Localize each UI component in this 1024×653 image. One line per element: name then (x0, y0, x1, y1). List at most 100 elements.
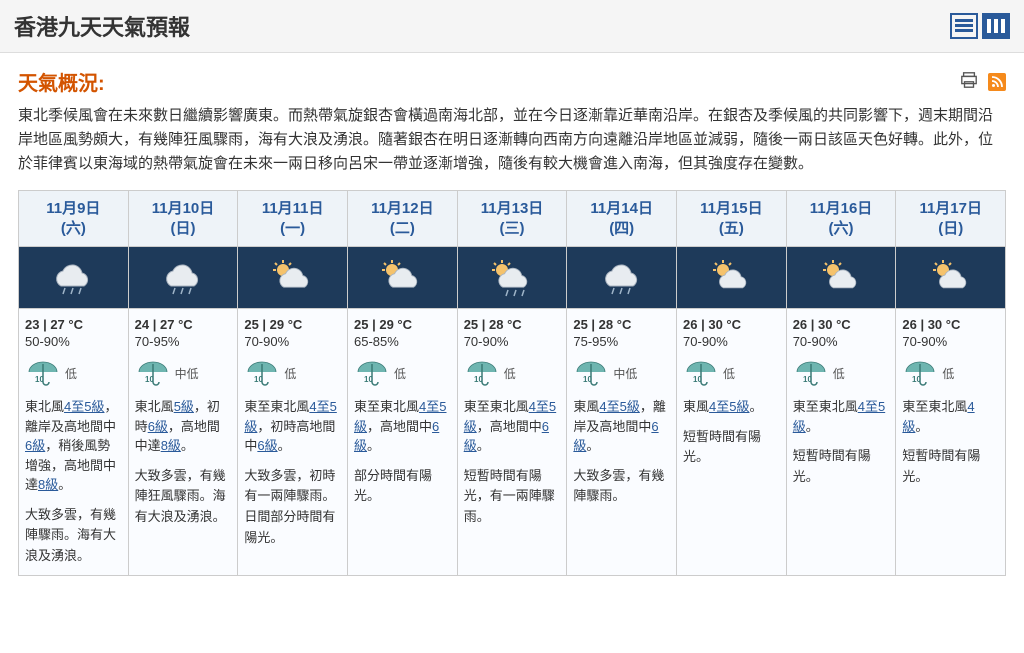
day-date: 11月16日 (六) (787, 191, 896, 247)
wind-level-link[interactable]: 4至5級 (599, 399, 639, 414)
forecast-grid: 11月9日 (六) 23 | 27 °C50-90%低東北風4至5級，離岸及高地間中… (18, 190, 1006, 576)
humidity: 70-90% (793, 334, 890, 349)
day-body: 26 | 30 °C70-90%低東至東北風4級。短暫時間有陽光。 (896, 309, 1005, 575)
weekday-text: (二) (350, 219, 455, 239)
day-body: 25 | 29 °C65-85%低東至東北風4至5級，高地間中6級。部分時間有陽… (348, 309, 457, 575)
wind-level-link[interactable]: 8級 (38, 477, 58, 492)
day-date: 11月15日(五) (677, 191, 786, 247)
humidity: 75-95% (573, 334, 670, 349)
wind-level-link[interactable]: 4至5級 (793, 399, 885, 434)
weekday-text: (日) (131, 219, 236, 239)
wind-level-link[interactable]: 6級 (354, 419, 439, 454)
date-text: 11月11日 (262, 200, 324, 217)
date-text: 11月9日 (46, 200, 100, 217)
day-weather-icon-cell (348, 247, 457, 309)
psr-umbrella-icon (354, 359, 390, 387)
forecast-day: 11月13日(三)25 | 28 °C70-90%低東至東北風4至5級，高地間中… (458, 191, 568, 575)
weather-icon (269, 256, 317, 300)
psr-label: 低 (394, 365, 406, 382)
day-date: 11月9日 (六) (19, 191, 128, 247)
wind-info: 東風4至5級，離岸及高地間中6級。 (573, 397, 670, 456)
psr-row: 低 (683, 359, 780, 387)
weekday-text: (日) (898, 219, 1003, 239)
weekday-text: (六) (789, 219, 894, 239)
psr-row: 中低 (573, 359, 670, 387)
humidity: 70-95% (135, 334, 232, 349)
wind-info: 東風4至5級。 (683, 397, 780, 417)
day-weather-icon-cell (129, 247, 238, 309)
list-view-button[interactable] (950, 13, 978, 39)
day-body: 24 | 27 °C70-95%中低東北風5級，初時6級，高地間中達8級。大致多… (129, 309, 238, 575)
forecast-day: 11月17日(日)26 | 30 °C70-90%低東至東北風4級。短暫時間有陽… (896, 191, 1005, 575)
title-bar: 香港九天天氣預報 (0, 0, 1024, 53)
weather-icon (488, 256, 536, 300)
day-body: 26 | 30 °C70-90%低東風4至5級。短暫時間有陽光。 (677, 309, 786, 575)
wind-level-link[interactable]: 8級 (161, 438, 181, 453)
rss-button[interactable] (988, 73, 1006, 91)
temperature: 24 | 27 °C (135, 317, 232, 332)
humidity: 70-90% (683, 334, 780, 349)
psr-row: 低 (464, 359, 561, 387)
date-text: 11月16日 (810, 200, 873, 217)
humidity: 65-85% (354, 334, 451, 349)
humidity: 70-90% (902, 334, 999, 349)
forecast-day: 11月12日(二)25 | 29 °C65-85%低東至東北風4至5級，高地間中… (348, 191, 458, 575)
wind-level-link[interactable]: 5級 (174, 399, 194, 414)
wind-level-link[interactable]: 4至5級 (244, 399, 336, 434)
forecast-day: 11月9日 (六) 23 | 27 °C50-90%低東北風4至5級，離岸及高地間中… (19, 191, 129, 575)
forecast-day: 11月14日(四)25 | 28 °C75-95%中低東風4至5級，離岸及高地間… (567, 191, 677, 575)
wind-level-link[interactable]: 6級 (25, 438, 45, 453)
day-weather-icon-cell (567, 247, 676, 309)
psr-umbrella-icon (793, 359, 829, 387)
rss-icon (991, 76, 1003, 88)
date-text: 11月12日 (371, 200, 434, 217)
weather-description: 短暫時間有陽光。 (902, 446, 999, 488)
day-date: 11月10日(日) (129, 191, 238, 247)
day-weather-icon-cell (238, 247, 347, 309)
temperature: 23 | 27 °C (25, 317, 122, 332)
temperature: 25 | 29 °C (244, 317, 341, 332)
psr-label: 低 (284, 365, 296, 382)
weather-description: 大致多雲，有幾陣驟雨。 (573, 466, 670, 508)
weather-icon (49, 256, 97, 300)
day-body: 25 | 29 °C70-90%低東至東北風4至5級，初時高地間中6級。大致多雲… (238, 309, 347, 575)
day-body: 23 | 27 °C50-90%低東北風4至5級，離岸及高地間中6級，稍後風勢增… (19, 309, 128, 575)
day-body: 25 | 28 °C75-95%中低東風4至5級，離岸及高地間中6級。大致多雲，… (567, 309, 676, 575)
summary-label: 天氣概況: (18, 67, 105, 96)
psr-umbrella-icon (902, 359, 938, 387)
wind-info: 東至東北風4至5級。 (793, 397, 890, 436)
date-text: 11月13日 (481, 200, 544, 217)
print-button[interactable] (960, 71, 978, 92)
psr-label: 中低 (613, 365, 637, 382)
wind-level-link[interactable]: 4級 (902, 399, 974, 434)
temperature: 26 | 30 °C (793, 317, 890, 332)
wind-info: 東至東北風4級。 (902, 397, 999, 436)
wind-level-link[interactable]: 6級 (464, 419, 549, 454)
wind-level-link[interactable]: 6級 (148, 419, 168, 434)
psr-row: 低 (354, 359, 451, 387)
weather-description: 短暫時間有陽光。 (793, 446, 890, 488)
wind-info: 東北風4至5級，離岸及高地間中6級，稍後風勢增強，高地間中達8級。 (25, 397, 122, 495)
grid-view-icon (987, 19, 1005, 33)
forecast-day: 11月16日 (六) 26 | 30 °C 70-90% 低東至東北風4至5級。短暫時間… (787, 191, 897, 575)
forecast-day: 11月11日(一)25 | 29 °C70-90%低東至東北風4至5級，初時高地… (238, 191, 348, 575)
forecast-day: 11月15日(五)26 | 30 °C70-90%低東風4至5級。短暫時間有陽光… (677, 191, 787, 575)
day-date: 11月17日(日) (896, 191, 1005, 247)
day-date: 11月12日 (二) (348, 191, 457, 247)
summary-header: 天氣概況: (18, 67, 1006, 96)
weather-icon (707, 256, 755, 300)
weekday-text: (六) (21, 219, 126, 239)
wind-info: 東至東北風4至5級，初時高地間中6級。 (244, 397, 341, 456)
weather-icon (927, 256, 975, 300)
wind-level-link[interactable]: 6級 (257, 438, 277, 453)
day-weather-icon-cell (677, 247, 786, 309)
grid-view-button[interactable] (982, 13, 1010, 39)
wind-level-link[interactable]: 4至5級 (64, 399, 104, 414)
wind-level-link[interactable]: 6級 (573, 419, 658, 454)
psr-row: 低 (25, 359, 122, 387)
psr-label: 低 (833, 365, 845, 382)
wind-level-link[interactable]: 4至5級 (709, 399, 749, 414)
psr-row: 低 (244, 359, 341, 387)
temperature: 26 | 30 °C (902, 317, 999, 332)
psr-umbrella-icon (244, 359, 280, 387)
